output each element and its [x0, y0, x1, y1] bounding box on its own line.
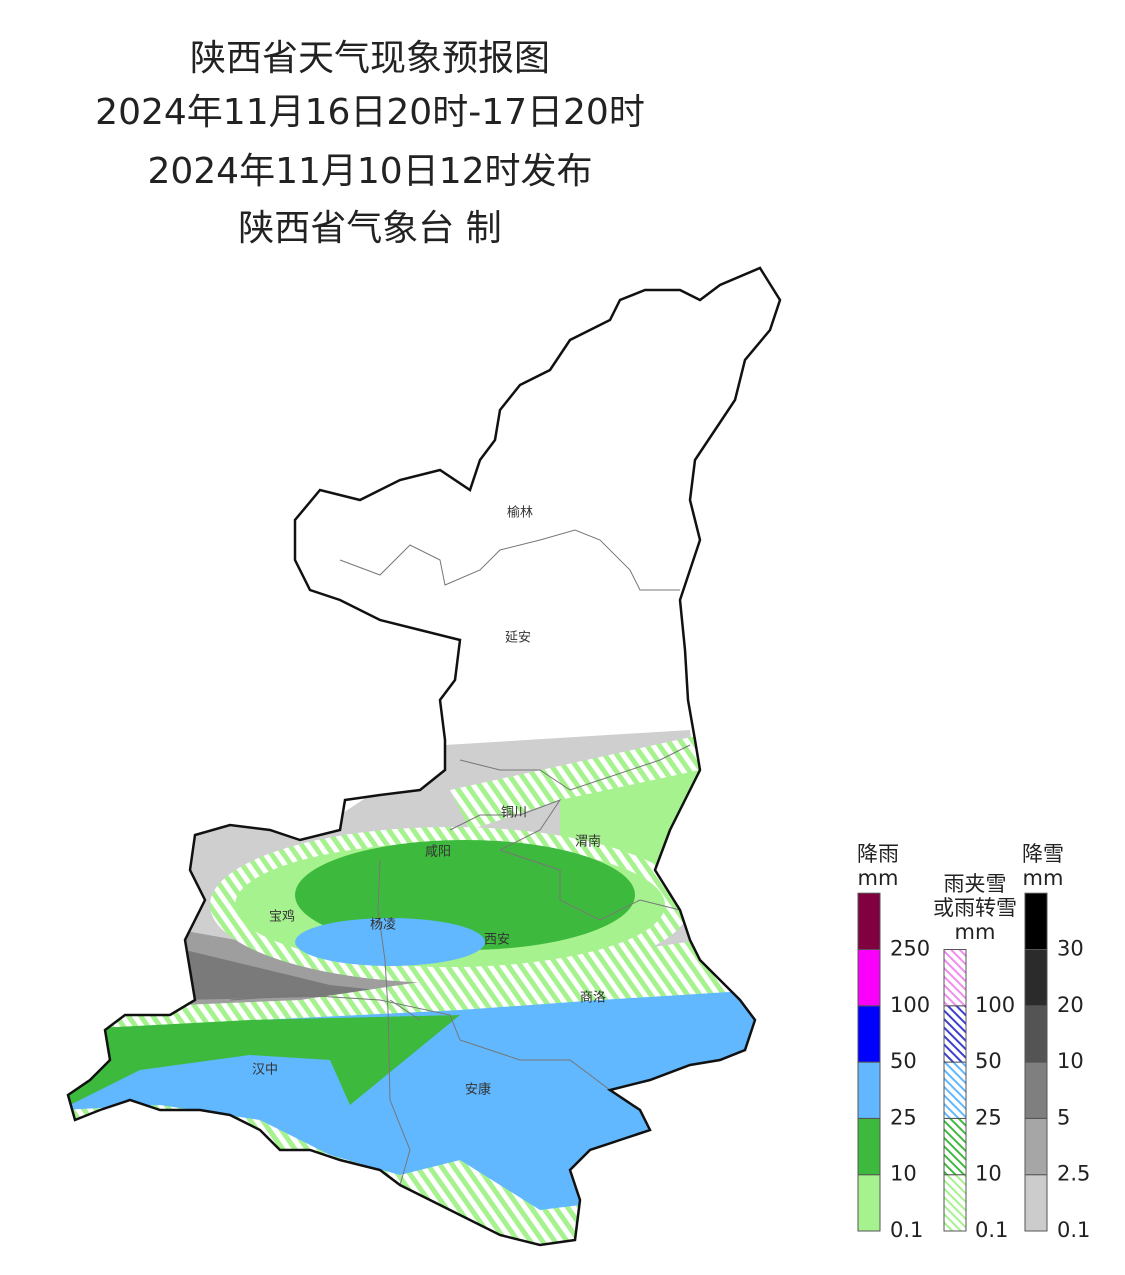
city-label: 铜川 — [501, 806, 527, 821]
legend-level: 10 — [1057, 1049, 1084, 1073]
city-label: 商洛 — [580, 991, 606, 1006]
city-label: 宝鸡 — [269, 909, 295, 925]
legend-title: mm — [1023, 866, 1064, 890]
legend-title: 降雨 — [857, 842, 899, 866]
legend-swatch — [857, 1061, 881, 1119]
district-borders — [229, 529, 691, 1186]
issuer: 陕西省气象台 制 — [238, 208, 501, 249]
city-label: 延安 — [505, 631, 531, 646]
legend-level: 25 — [975, 1105, 1002, 1129]
legend-level: 250 — [890, 937, 930, 961]
legend-swatch — [857, 949, 881, 1007]
legend-swatch — [1024, 892, 1048, 951]
legend-swatch — [857, 1117, 881, 1176]
legend-swatch — [1024, 1005, 1048, 1063]
legend-level: 100 — [890, 993, 930, 1017]
legend-swatch — [943, 1174, 967, 1232]
legend-swatch — [943, 949, 967, 1007]
legend-swatch — [857, 1005, 881, 1063]
city-label: 渭南 — [575, 834, 601, 850]
legend-swatch — [943, 1005, 967, 1063]
legend-swatch — [1024, 1174, 1048, 1232]
legend-level: 5 — [1057, 1105, 1070, 1129]
legend-swatch — [1024, 949, 1048, 1007]
legend-level: 0.1 — [890, 1218, 923, 1242]
legend-swatch — [857, 892, 881, 951]
map-fill — [68, 730, 760, 1245]
legend-title: mm — [955, 920, 996, 944]
legend-swatch — [1024, 1061, 1048, 1119]
legend-level: 25 — [890, 1105, 917, 1129]
legend-swatch — [943, 1061, 967, 1119]
legend-title: 雨夹雪 — [944, 872, 1007, 896]
legend-level: 0.1 — [975, 1218, 1008, 1242]
legend-level: 50 — [975, 1049, 1002, 1073]
city-label: 杨凌 — [370, 918, 396, 933]
city-label: 咸阳 — [425, 845, 451, 860]
legend-level: 20 — [1057, 993, 1084, 1017]
legend-title: 降雪 — [1022, 842, 1064, 866]
city-label: 榆林 — [507, 506, 533, 521]
legend-level: 0.1 — [1057, 1218, 1090, 1242]
legend-title: 或雨转雪 — [933, 896, 1017, 920]
issue-time: 2024年11月10日12时发布 — [147, 151, 592, 192]
forecast-period: 2024年11月16日20时-17日20时 — [95, 92, 645, 133]
legend-level: 100 — [975, 993, 1015, 1017]
legend-swatch — [1024, 1117, 1048, 1176]
legend-swatch — [857, 1174, 881, 1232]
legend-level: 30 — [1057, 937, 1084, 961]
map-title: 陕西省天气现象预报图 — [190, 38, 550, 79]
legend-level: 50 — [890, 1049, 917, 1073]
city-label: 西安 — [484, 933, 510, 948]
city-label: 安康 — [465, 1082, 491, 1098]
legend-level: 2.5 — [1057, 1162, 1090, 1186]
legend-level: 10 — [890, 1162, 917, 1186]
legend-swatch — [943, 1117, 967, 1176]
city-label: 汉中 — [252, 1063, 278, 1078]
legend-title: mm — [858, 866, 899, 890]
legend-level: 10 — [975, 1162, 1002, 1186]
